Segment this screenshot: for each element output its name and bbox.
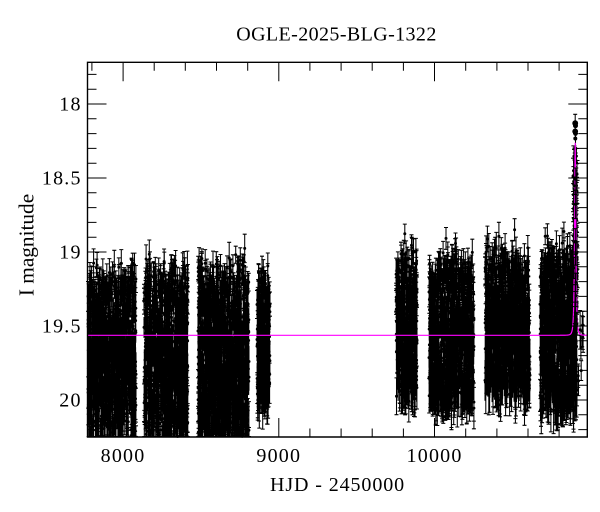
svg-text:18: 18 [59, 94, 81, 116]
svg-text:19: 19 [59, 242, 81, 264]
svg-text:I magnitude: I magnitude [15, 194, 39, 296]
svg-text:9000: 9000 [256, 445, 301, 467]
svg-text:10000: 10000 [407, 445, 463, 467]
svg-text:HJD - 2450000: HJD - 2450000 [270, 474, 405, 496]
svg-text:20: 20 [59, 390, 81, 412]
svg-text:8000: 8000 [101, 445, 146, 467]
svg-text:19.5: 19.5 [42, 316, 82, 338]
svg-text:18.5: 18.5 [42, 168, 82, 190]
svg-text:OGLE-2025-BLG-1322: OGLE-2025-BLG-1322 [236, 24, 437, 46]
